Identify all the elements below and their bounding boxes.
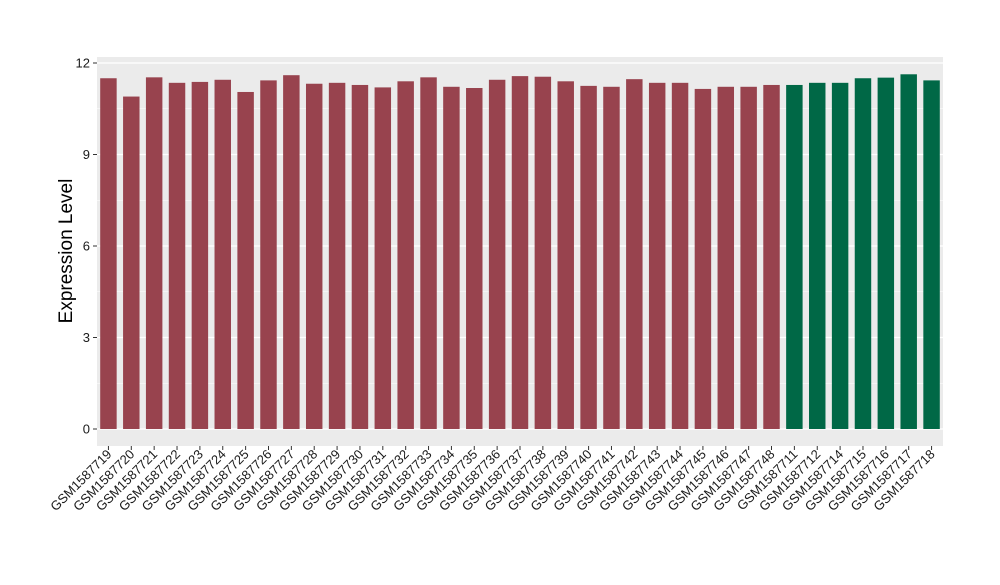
bar-GSM1587743: [648, 82, 666, 429]
bar-GSM1587724: [214, 79, 231, 430]
y-tick-label: 6: [83, 239, 90, 254]
bar-GSM1587738: [534, 76, 552, 429]
bar-GSM1587731: [374, 87, 392, 430]
bar-GSM1587748: [763, 84, 780, 430]
bar-GSM1587726: [260, 80, 277, 429]
y-tick-label: 9: [83, 147, 90, 162]
bar-GSM1587745: [694, 88, 712, 430]
y-axis-label: Expression Level: [56, 179, 77, 324]
bar-GSM1587737: [511, 76, 529, 430]
axes: 036912GSM1587719GSM1587720GSM1587721GSM1…: [47, 56, 937, 514]
bar-GSM1587723: [191, 81, 209, 429]
bar-GSM1587716: [877, 77, 895, 429]
bar-GSM1587711: [786, 84, 803, 430]
bar-GSM1587729: [328, 82, 346, 429]
bar-GSM1587735: [466, 88, 483, 429]
bar-GSM1587739: [557, 81, 574, 430]
bar-GSM1587744: [671, 82, 689, 429]
bar-GSM1587740: [580, 85, 597, 429]
bar-GSM1587717: [900, 74, 917, 429]
bar-GSM1587714: [831, 82, 849, 429]
bar-GSM1587736: [488, 79, 506, 430]
bar-GSM1587734: [443, 86, 460, 429]
bar-GSM1587719: [100, 78, 117, 429]
bar-GSM1587728: [305, 83, 323, 430]
bar-GSM1587742: [626, 79, 643, 429]
y-tick-label: 3: [83, 330, 90, 345]
bar-GSM1587725: [237, 91, 254, 429]
bar-GSM1587720: [123, 96, 140, 430]
y-tick-label: 12: [76, 56, 90, 71]
bar-GSM1587727: [283, 75, 300, 429]
bar-GSM1587741: [603, 86, 620, 429]
bar-GSM1587712: [809, 82, 826, 429]
bar-GSM1587721: [145, 77, 163, 430]
bar-GSM1587718: [923, 80, 940, 429]
bar-GSM1587733: [420, 77, 437, 430]
bar-GSM1587746: [717, 86, 735, 429]
y-tick-label: 0: [83, 422, 90, 437]
bar-GSM1587722: [168, 82, 186, 429]
bar-GSM1587732: [397, 81, 414, 430]
bar-GSM1587747: [740, 86, 757, 429]
bar-GSM1587730: [351, 84, 369, 430]
bar-GSM1587715: [854, 78, 872, 429]
bars: [100, 74, 940, 430]
